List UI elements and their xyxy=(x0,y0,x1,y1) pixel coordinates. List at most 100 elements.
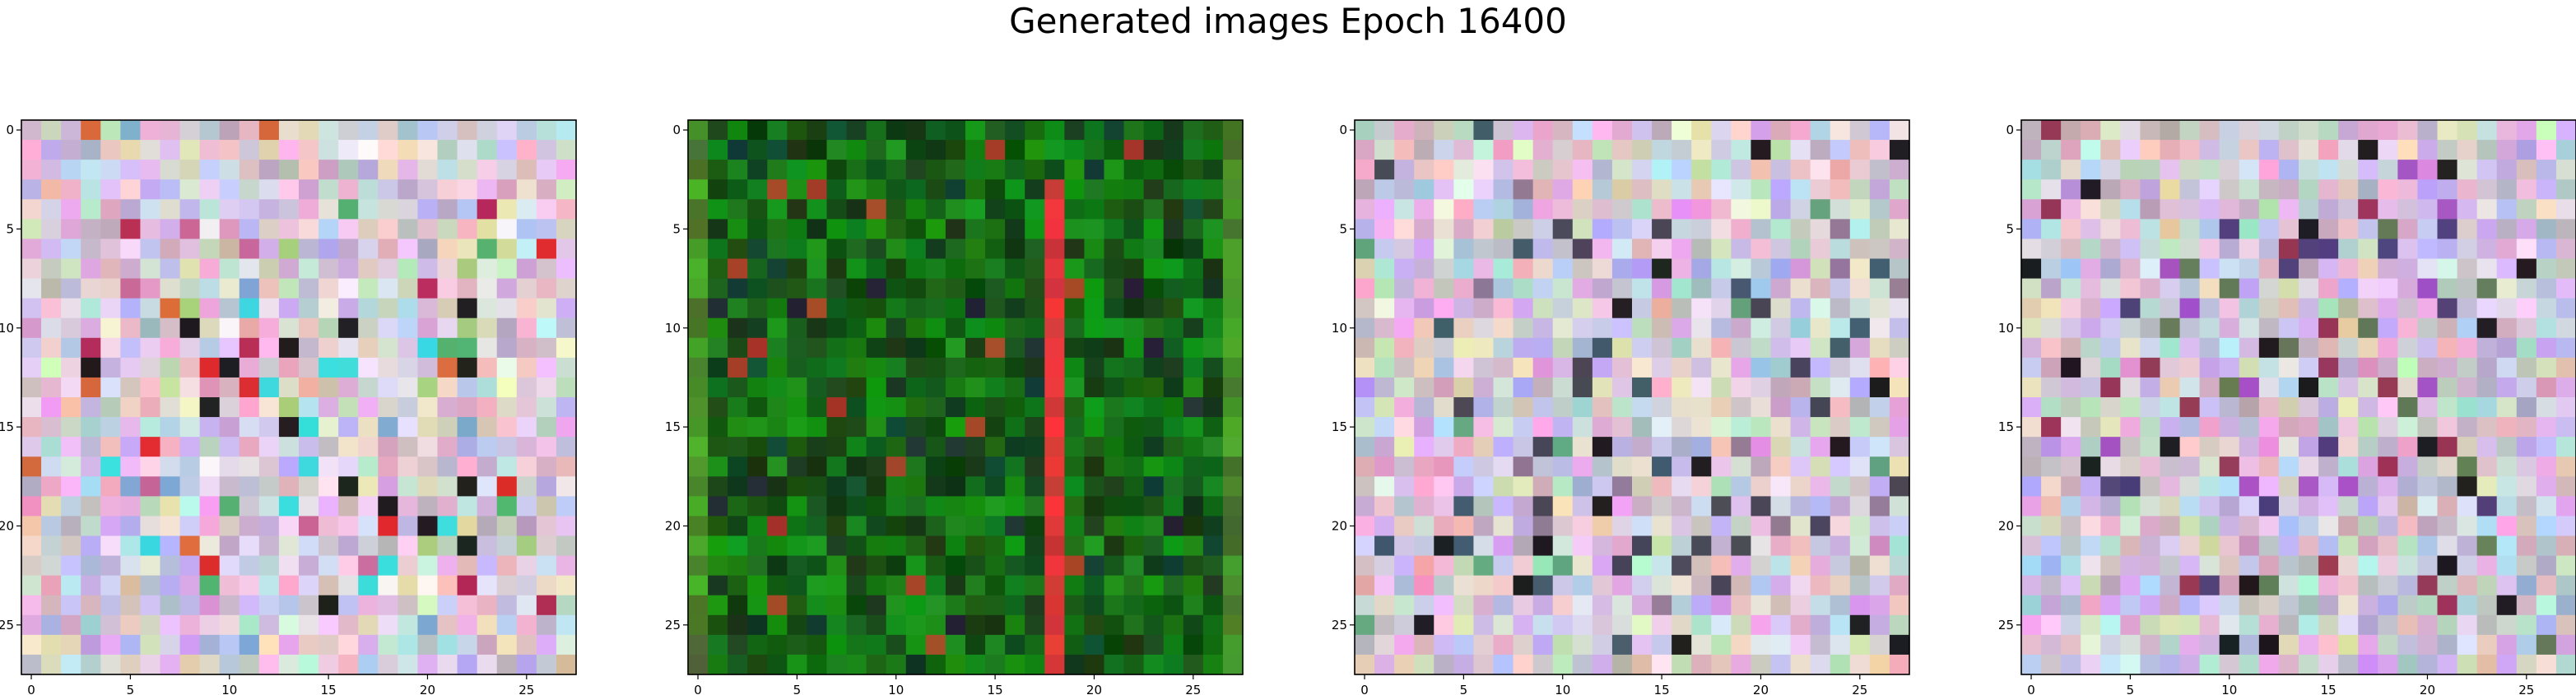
pixel-cell xyxy=(846,298,867,319)
pixel-cell xyxy=(1889,575,1910,596)
pixel-cell xyxy=(457,496,478,517)
pixel-cell xyxy=(708,160,728,180)
pixel-cell xyxy=(985,179,1006,200)
pixel-cell xyxy=(536,614,557,636)
pixel-cell xyxy=(965,654,986,675)
pixel-cell xyxy=(41,614,62,636)
pixel-cell xyxy=(1025,377,1045,398)
pixel-cell xyxy=(1163,516,1184,537)
pixel-cell xyxy=(1532,555,1554,577)
pixel-cell xyxy=(1632,476,1653,497)
pixel-cell xyxy=(807,634,828,656)
pixel-cell xyxy=(2457,555,2478,577)
pixel-cell xyxy=(2278,377,2299,398)
pixel-cell xyxy=(1592,575,1613,596)
pixel-cell xyxy=(1143,614,1165,636)
pixel-cell xyxy=(140,555,161,577)
pixel-cell xyxy=(846,555,867,577)
pixel-cell xyxy=(516,298,537,319)
pixel-cell xyxy=(140,317,161,339)
pixel-cell xyxy=(1611,317,1633,339)
pixel-cell xyxy=(1711,120,1732,141)
pixel-cell xyxy=(278,179,300,200)
pixel-cell xyxy=(985,595,1006,616)
pixel-cell xyxy=(1790,239,1811,260)
pixel-cell xyxy=(2378,278,2398,299)
pixel-cell xyxy=(1473,575,1495,596)
pixel-cell xyxy=(2041,140,2062,160)
pixel-cell xyxy=(1434,476,1454,497)
pixel-cell xyxy=(1143,317,1165,339)
pixel-cell xyxy=(1434,337,1454,359)
pixel-cell xyxy=(61,476,81,497)
pixel-cell xyxy=(1493,575,1514,596)
pixel-cell xyxy=(496,377,518,398)
pixel-cell xyxy=(1849,120,1871,141)
pixel-cell xyxy=(1123,219,1145,240)
pixel-cell xyxy=(1632,437,1653,457)
pixel-cell xyxy=(199,317,221,339)
pixel-cell xyxy=(2140,278,2161,299)
pixel-cell xyxy=(1222,258,1244,280)
pixel-cell xyxy=(2199,377,2220,398)
pixel-cell xyxy=(1532,298,1554,319)
pixel-cell xyxy=(2081,575,2101,596)
pixel-cell xyxy=(1652,555,1672,577)
pixel-cell xyxy=(437,516,458,537)
pixel-cell xyxy=(2358,179,2378,200)
pixel-cell xyxy=(2081,357,2101,378)
pixel-cell xyxy=(1790,397,1811,418)
pixel-cell xyxy=(160,239,181,260)
pixel-cell xyxy=(160,476,181,497)
pixel-cell xyxy=(41,337,62,359)
pixel-cell xyxy=(1493,654,1514,675)
pixel-cell xyxy=(299,140,319,160)
pixel-cell xyxy=(2496,258,2518,280)
pixel-cell xyxy=(2358,654,2378,675)
pixel-cell xyxy=(807,456,828,477)
pixel-cell xyxy=(1770,298,1792,319)
pixel-cell xyxy=(1394,377,1415,398)
pixel-cell xyxy=(516,278,537,299)
pixel-cell xyxy=(2476,575,2498,596)
pixel-cell xyxy=(398,437,419,457)
pixel-cell xyxy=(2021,317,2042,339)
pixel-cell xyxy=(2476,614,2498,636)
pixel-cell xyxy=(2417,298,2439,319)
pixel-cell xyxy=(2219,357,2240,378)
pixel-cell xyxy=(2397,239,2419,260)
pixel-cell xyxy=(338,317,359,339)
pixel-cell xyxy=(239,179,260,200)
pixel-cell xyxy=(1572,298,1593,319)
pixel-cell xyxy=(2516,120,2537,141)
pixel-cell xyxy=(398,120,419,141)
pixel-cell xyxy=(965,298,986,319)
pixel-cell xyxy=(556,120,577,141)
pixel-cell xyxy=(496,417,518,438)
pixel-cell xyxy=(1552,417,1574,438)
pixel-cell xyxy=(1123,595,1145,616)
pixel-cell xyxy=(846,120,867,141)
pixel-cell xyxy=(1889,298,1910,319)
pixel-cell xyxy=(1123,397,1145,418)
pixel-cell xyxy=(1064,654,1086,675)
pixel-cell xyxy=(708,179,728,200)
pixel-cell xyxy=(886,357,907,378)
pixel-cell xyxy=(1044,199,1065,220)
pixel-cell xyxy=(398,179,419,200)
pixel-cell xyxy=(1163,595,1184,616)
pixel-cell xyxy=(1532,614,1554,636)
pixel-cell xyxy=(278,278,300,299)
pixel-cell xyxy=(1711,535,1732,557)
pixel-cell xyxy=(1394,496,1415,517)
pixel-cell xyxy=(299,160,319,180)
pixel-cell xyxy=(2555,516,2576,537)
pixel-cell xyxy=(1143,575,1165,596)
pixel-cell xyxy=(81,317,101,339)
pixel-cell xyxy=(1810,417,1831,438)
pixel-cell xyxy=(457,160,478,180)
pixel-cell xyxy=(1355,258,1375,280)
pixel-cell xyxy=(1790,496,1811,517)
pixel-cell xyxy=(2299,258,2319,280)
pixel-cell xyxy=(61,437,81,457)
